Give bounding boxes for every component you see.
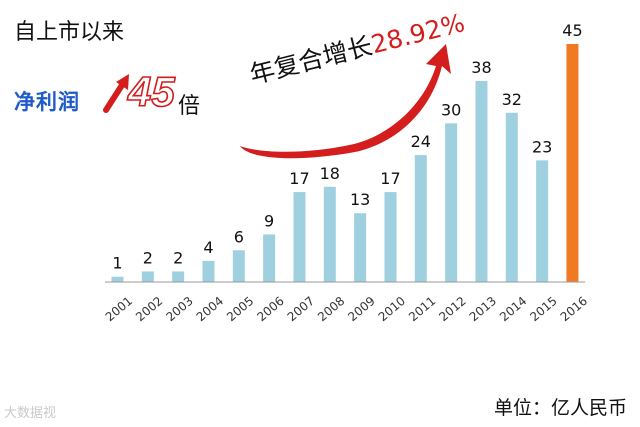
data-label-2016: 45: [562, 21, 582, 40]
x-tick-2003: 2003: [163, 294, 195, 324]
data-label-2014: 32: [502, 90, 522, 109]
data-label-2001: 1: [112, 254, 122, 273]
x-tick-2005: 2005: [224, 294, 256, 324]
x-tick-2008: 2008: [315, 294, 347, 324]
growth-arc-arrow: [240, 44, 451, 159]
data-label-2008: 18: [320, 164, 340, 183]
bar-2005: [232, 250, 245, 282]
x-tick-2007: 2007: [285, 294, 317, 324]
bar-2006: [263, 234, 276, 282]
x-tick-2016: 2016: [558, 294, 590, 324]
bar-2010: [384, 192, 397, 282]
data-label-2012: 30: [441, 100, 461, 119]
x-tick-2015: 2015: [527, 294, 559, 324]
x-tick-2012: 2012: [436, 294, 468, 324]
bar-2013: [475, 81, 488, 283]
bar-2003: [172, 271, 185, 282]
bar-2011: [414, 155, 427, 282]
bar-2015: [536, 160, 549, 282]
chart-title: 自上市以来: [14, 20, 125, 45]
bar-2004: [202, 260, 215, 282]
watermark: 大数据视: [4, 406, 57, 421]
bar-2009: [354, 213, 367, 282]
profit-multiple: 45: [127, 67, 175, 116]
data-label-2004: 4: [203, 238, 213, 257]
x-tick-2006: 2006: [254, 294, 286, 324]
data-label-2009: 13: [350, 190, 370, 209]
x-tick-2010: 2010: [376, 294, 408, 324]
x-tick-2014: 2014: [497, 294, 529, 324]
up-arrow-icon: [103, 74, 129, 113]
bar-2001: [111, 276, 124, 282]
x-tick-2004: 2004: [194, 294, 226, 324]
data-label-2015: 23: [532, 137, 552, 156]
bar-2007: [293, 192, 306, 282]
data-label-2013: 38: [471, 58, 491, 77]
x-tick-2011: 2011: [406, 294, 438, 324]
unit-label: 单位：亿人民币: [494, 397, 628, 419]
data-label-2011: 24: [411, 132, 431, 151]
x-tick-2001: 2001: [103, 294, 135, 324]
data-label-2002: 2: [143, 248, 153, 267]
data-label-2005: 6: [234, 227, 244, 246]
x-tick-2013: 2013: [467, 294, 499, 324]
net-profit-label: 净利润: [14, 90, 80, 114]
x-tick-2009: 2009: [345, 294, 377, 324]
data-label-2006: 9: [264, 211, 274, 230]
bar-2012: [445, 123, 458, 282]
bar-2014: [505, 112, 518, 282]
data-label-2007: 17: [289, 169, 309, 188]
data-label-2010: 17: [380, 169, 400, 188]
x-tick-2002: 2002: [133, 294, 165, 324]
bar-2008: [323, 186, 336, 282]
profit-multiple-suffix: 倍: [178, 94, 201, 119]
bar-2016: [566, 44, 579, 282]
data-label-2003: 2: [173, 248, 183, 267]
bar-2002: [141, 271, 154, 282]
